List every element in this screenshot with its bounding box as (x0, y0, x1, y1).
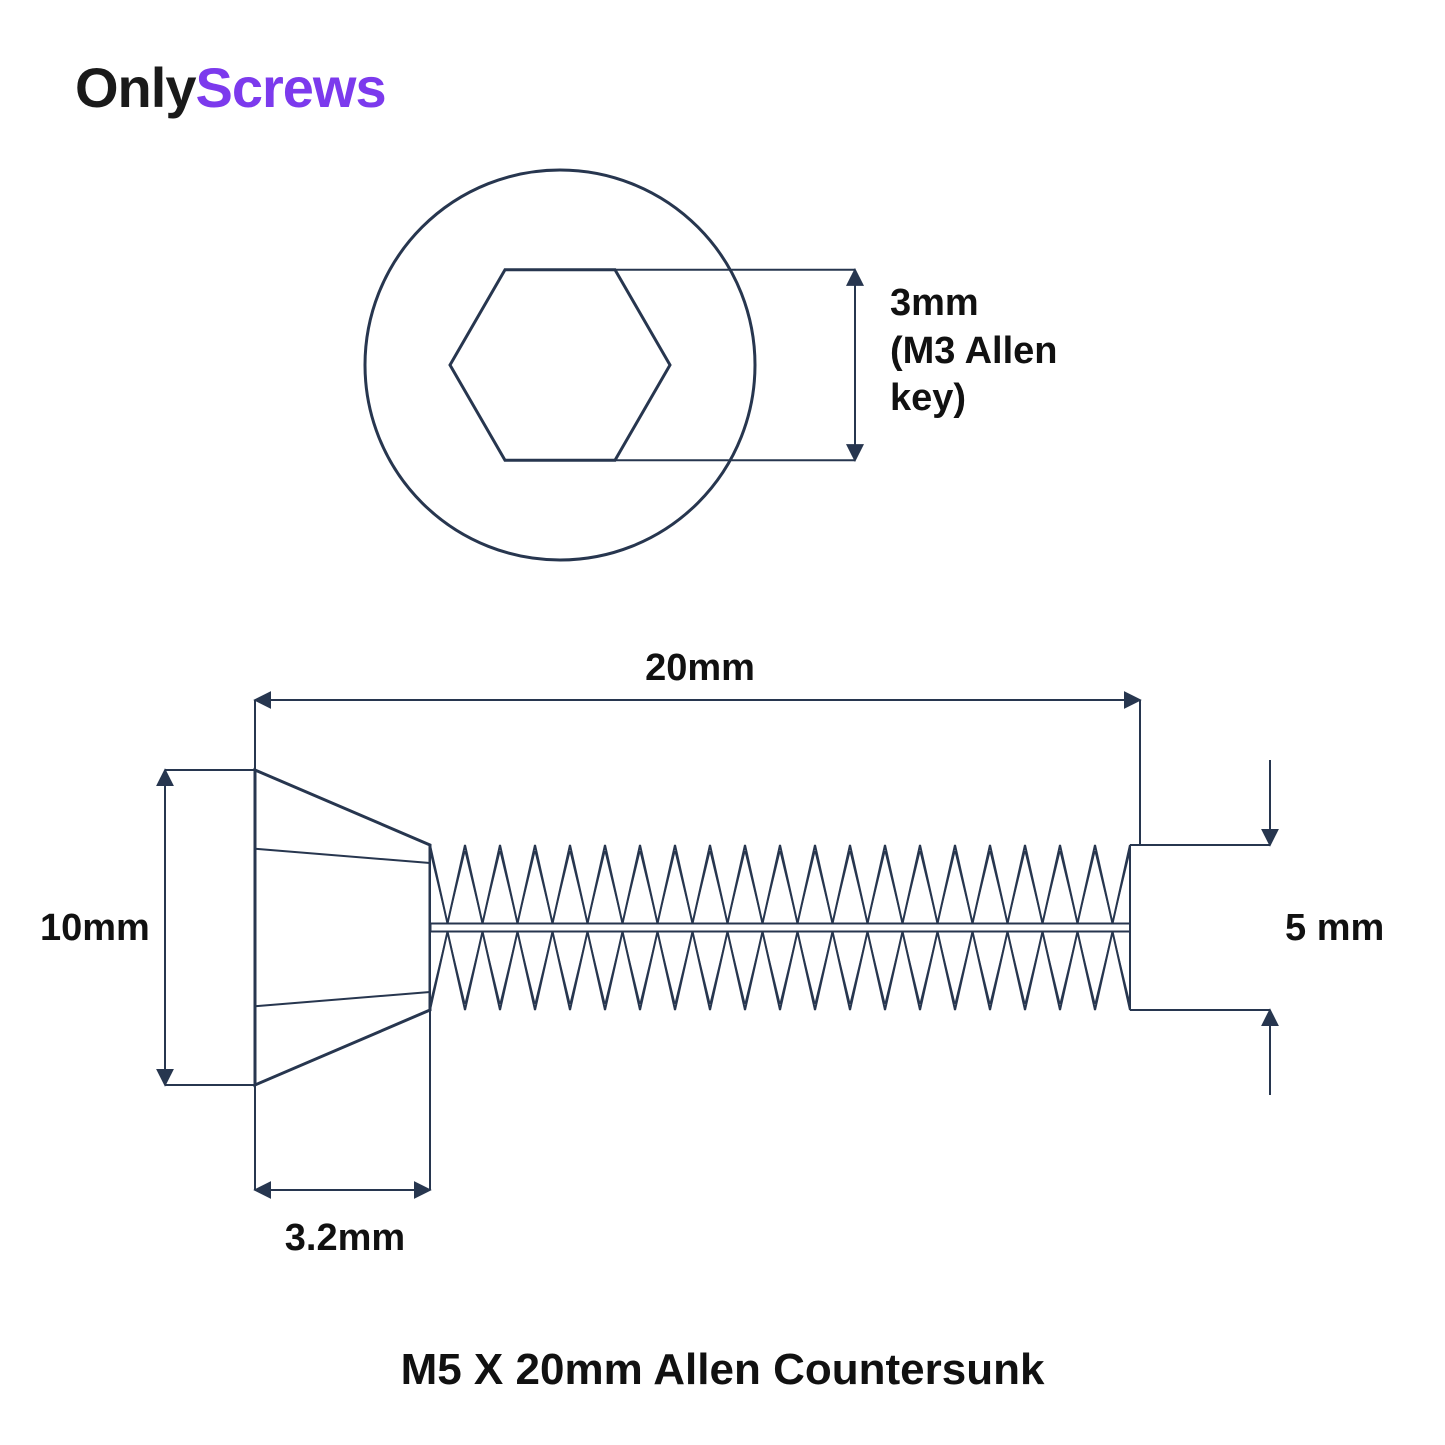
top-view (365, 170, 755, 560)
diagram-title: M5 X 20mm Allen Countersunk (0, 1345, 1445, 1395)
technical-diagram (0, 0, 1445, 1445)
head-height-label: 3.2mm (255, 1215, 435, 1263)
thread-dia-label: 5 mm (1285, 905, 1425, 953)
side-view (255, 770, 1130, 1085)
head-dia-label: 10mm (40, 905, 180, 953)
hex-key-dimension (615, 270, 855, 461)
length-label: 20mm (590, 645, 810, 693)
hex-key-label: 3mm (M3 Allen key) (890, 280, 1170, 423)
